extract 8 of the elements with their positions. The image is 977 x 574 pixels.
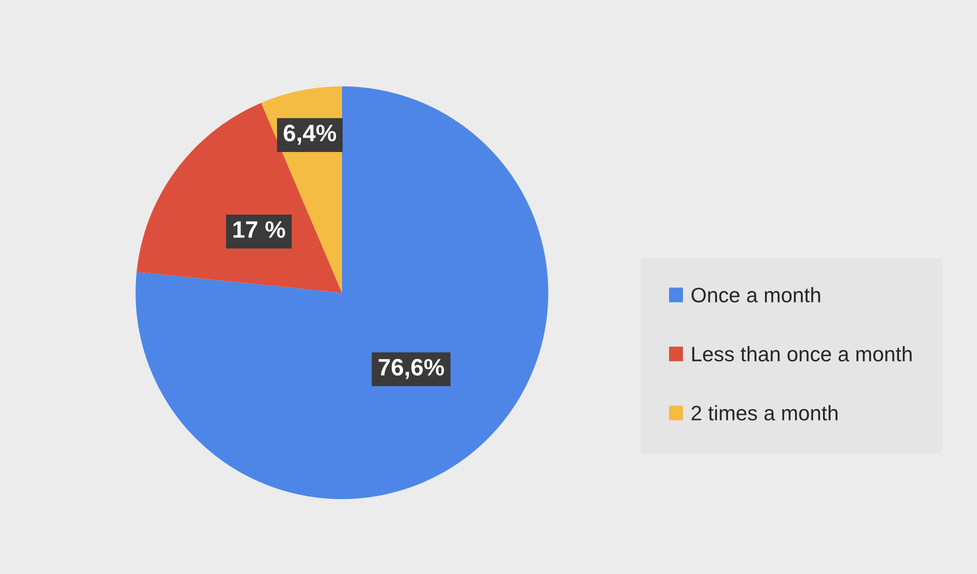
data-label: 6,4%: [284, 124, 336, 145]
legend-label: Once a month: [692, 287, 820, 302]
data-label: 17 %: [233, 221, 286, 238]
legend-label: 2 times a month: [692, 405, 838, 420]
legend-label: Less than once a month: [692, 346, 912, 362]
pie-slice: [136, 102, 342, 293]
data-label: 76,6%: [378, 358, 444, 380]
pie-slice: [136, 86, 548, 500]
